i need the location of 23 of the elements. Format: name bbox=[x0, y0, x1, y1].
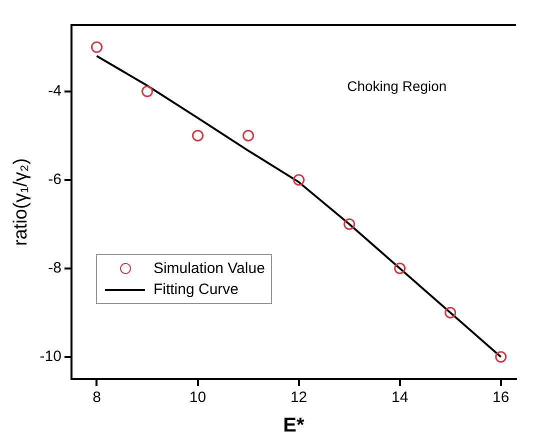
point bbox=[394, 262, 406, 274]
point bbox=[142, 86, 153, 98]
x-tick-label: 16 bbox=[492, 389, 510, 406]
x-tick-label: 10 bbox=[189, 389, 206, 406]
x-tick-label: 14 bbox=[391, 389, 408, 406]
x-tick-label: 8 bbox=[92, 389, 101, 406]
point bbox=[242, 130, 254, 142]
y-tick-label: -6 bbox=[48, 171, 62, 188]
point bbox=[90, 41, 102, 53]
y-axis-title: ratio(γ₁/γ₂) bbox=[10, 158, 32, 246]
y-tick-label: -8 bbox=[48, 260, 62, 277]
legend-label: Simulation Value bbox=[153, 260, 265, 277]
y-tick-label: -4 bbox=[48, 82, 62, 100]
x-axis-title: E* bbox=[283, 414, 305, 437]
point bbox=[192, 130, 204, 142]
point bbox=[344, 218, 356, 230]
point bbox=[495, 351, 507, 363]
y-tick-label: -10 bbox=[40, 348, 62, 366]
x-tick-label: 12 bbox=[290, 389, 308, 406]
point bbox=[293, 174, 305, 186]
legend-label: Fitting Curve bbox=[153, 281, 238, 298]
annotation: Choking Region bbox=[347, 78, 447, 94]
point bbox=[444, 306, 456, 318]
